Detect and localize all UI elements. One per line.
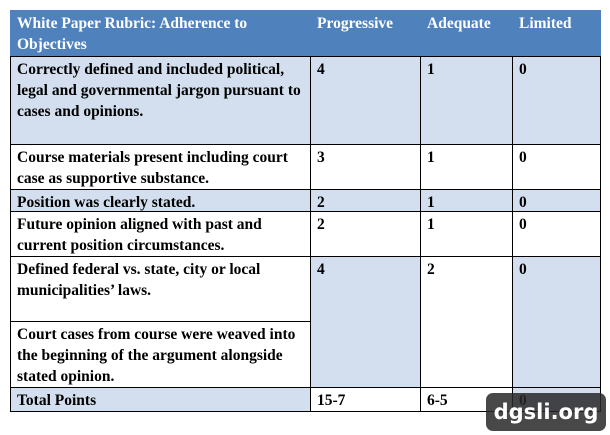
criterion-cell: Correctly defined and included political… <box>10 56 311 145</box>
total-label: Total Points <box>10 387 311 412</box>
header-cell: White Paper Rubric: Adherence to Objecti… <box>10 10 311 57</box>
score-cell: 0 <box>512 189 601 212</box>
score-cell: 1 <box>420 211 513 257</box>
score-cell: 2 <box>310 189 421 212</box>
score-cell: 1 <box>420 56 513 145</box>
score-cell: 4 <box>310 256 421 388</box>
score-cell: 0 <box>512 144 601 190</box>
total-cell: 15-7 <box>310 387 421 412</box>
score-cell: 1 <box>420 144 513 190</box>
score-cell: 3 <box>310 144 421 190</box>
criterion-cell: Defined federal vs. state, city or local… <box>10 256 311 322</box>
criterion-cell: Future opinion aligned with past and cur… <box>10 211 311 257</box>
score-cell: 2 <box>420 256 513 388</box>
score-cell: 2 <box>310 211 421 257</box>
header-cell: Progressive <box>310 10 421 57</box>
header-cell: Adequate <box>420 10 513 57</box>
criterion-cell: Position was clearly stated. <box>10 189 311 212</box>
criterion-cell: Course materials present including court… <box>10 144 311 190</box>
score-cell: 1 <box>420 189 513 212</box>
criterion-cell: Court cases from course were weaved into… <box>10 321 311 388</box>
score-cell: 0 <box>512 56 601 145</box>
score-cell: 4 <box>310 56 421 145</box>
score-cell: 0 <box>512 256 601 388</box>
header-cell: Limited <box>512 10 601 57</box>
score-cell: 0 <box>512 211 601 257</box>
watermark: dgsli.org <box>486 393 606 431</box>
